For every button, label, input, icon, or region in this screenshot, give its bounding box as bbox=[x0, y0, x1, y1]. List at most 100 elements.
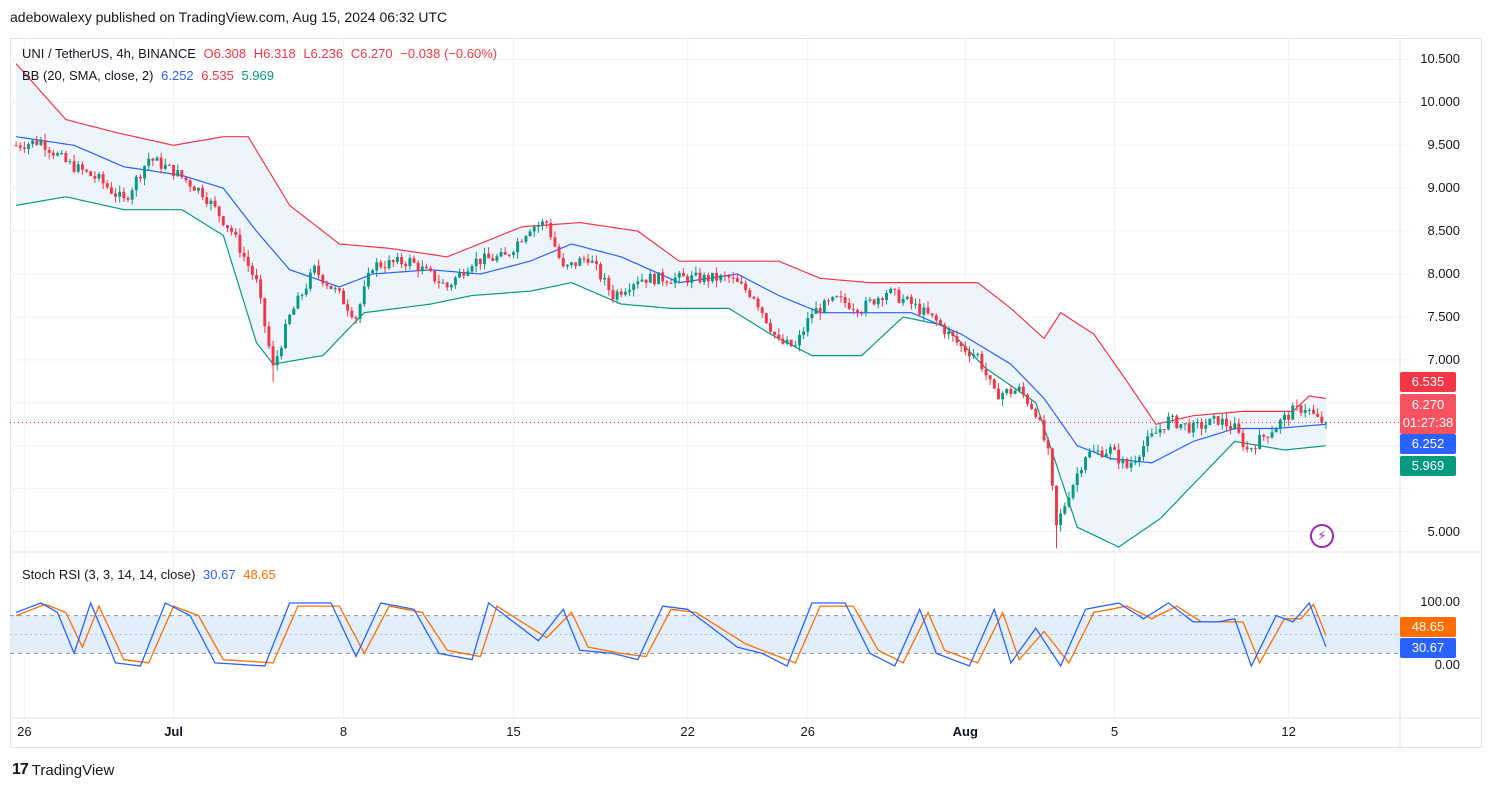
candle-body bbox=[35, 140, 39, 145]
candle-body bbox=[470, 266, 474, 272]
bb-fill bbox=[16, 63, 1326, 548]
candle-body bbox=[1224, 418, 1228, 427]
candle-body bbox=[1142, 445, 1145, 457]
candle-body bbox=[905, 296, 909, 299]
candle-body bbox=[1055, 485, 1058, 526]
candle-body bbox=[491, 258, 495, 261]
candle-body bbox=[748, 290, 752, 297]
candle-body bbox=[789, 339, 793, 347]
candle-body bbox=[590, 260, 594, 263]
candle-body bbox=[126, 198, 130, 200]
candle-body bbox=[781, 338, 785, 344]
candle-body bbox=[1175, 415, 1179, 428]
candle-body bbox=[350, 310, 354, 318]
candle-body bbox=[31, 140, 35, 145]
candle-body bbox=[914, 303, 918, 305]
candle-body bbox=[201, 187, 205, 198]
candle-body bbox=[785, 339, 789, 344]
candle-body bbox=[1283, 414, 1286, 420]
candle-body bbox=[93, 175, 97, 179]
lightning-icon[interactable]: ⚡ bbox=[1310, 524, 1334, 548]
candle-body bbox=[773, 331, 777, 335]
candle-body bbox=[715, 272, 719, 281]
bb-upper-tag: 6.535 bbox=[1400, 372, 1456, 392]
candle-body bbox=[520, 241, 524, 243]
candle-body bbox=[681, 272, 685, 277]
candle-body bbox=[997, 388, 1000, 400]
candle-body bbox=[321, 275, 325, 284]
candle-body bbox=[951, 331, 955, 337]
candle-body bbox=[851, 308, 855, 310]
low-value: L6.236 bbox=[303, 46, 344, 61]
candle-body bbox=[159, 157, 163, 169]
candle-body bbox=[27, 144, 30, 149]
candle-body bbox=[205, 197, 209, 204]
candle-body bbox=[814, 308, 818, 314]
bb-label[interactable]: BB (20, SMA, close, 2) bbox=[22, 68, 154, 83]
candle-body bbox=[843, 297, 847, 303]
candle-body bbox=[354, 317, 358, 319]
candle-body bbox=[300, 294, 304, 296]
candle-body bbox=[1229, 426, 1233, 430]
candle-body bbox=[462, 272, 466, 276]
stoch-label[interactable]: Stoch RSI (3, 3, 14, 14, close) bbox=[22, 567, 196, 582]
candle-body bbox=[1150, 433, 1154, 437]
candle-body bbox=[68, 161, 72, 163]
candle-body bbox=[1038, 417, 1042, 421]
candle-body bbox=[872, 299, 876, 305]
candle-body bbox=[1287, 414, 1291, 420]
candle-body bbox=[735, 278, 739, 282]
candle-body bbox=[487, 253, 491, 259]
candle-body bbox=[1034, 408, 1038, 418]
candle-body bbox=[329, 285, 333, 289]
candle-body bbox=[1146, 436, 1150, 446]
time-tick-label: Jul bbox=[164, 724, 183, 739]
candle-body bbox=[719, 275, 723, 281]
candle-body bbox=[524, 236, 528, 242]
candle-body bbox=[1050, 448, 1054, 486]
candle-body bbox=[545, 221, 549, 223]
tradingview-logo[interactable]: 17 TradingView bbox=[12, 761, 114, 779]
candle-body bbox=[1208, 418, 1212, 426]
candle-body bbox=[536, 225, 540, 227]
candle-body bbox=[665, 281, 669, 283]
stoch-tick-100: 100.00 bbox=[1420, 594, 1460, 609]
stoch-rsi-pane bbox=[10, 601, 1400, 668]
candle-body bbox=[408, 258, 412, 267]
candle-body bbox=[167, 164, 171, 166]
candle-body bbox=[433, 270, 437, 282]
candle-body bbox=[752, 296, 756, 299]
candle-body bbox=[499, 252, 503, 257]
candle-body bbox=[474, 258, 478, 267]
price-tick-label: 9.000 bbox=[1427, 180, 1460, 196]
stoch-d-tag: 48.65 bbox=[1400, 617, 1456, 637]
price-tick-label: 9.500 bbox=[1427, 137, 1460, 153]
candle-body bbox=[395, 257, 399, 263]
candle-body bbox=[1291, 405, 1295, 420]
candle-body bbox=[930, 313, 934, 316]
candle-body bbox=[1171, 415, 1175, 417]
candle-body bbox=[72, 161, 76, 172]
bar-countdown: 01:27:38 bbox=[1402, 415, 1454, 430]
price-tick-label: 5.000 bbox=[1427, 523, 1460, 539]
candle-body bbox=[856, 309, 859, 313]
candle-body bbox=[400, 257, 404, 265]
candle-body bbox=[1299, 405, 1303, 413]
candle-body bbox=[387, 260, 391, 269]
candle-body bbox=[1183, 423, 1187, 425]
candle-body bbox=[868, 299, 872, 301]
candle-body bbox=[607, 277, 611, 291]
symbol-label[interactable]: UNI / TetherUS, 4h, BINANCE bbox=[22, 46, 196, 61]
chart-canvas[interactable] bbox=[10, 38, 1482, 748]
candle-body bbox=[424, 266, 428, 269]
candle-body bbox=[628, 290, 631, 292]
candle-body bbox=[798, 334, 801, 346]
candle-body bbox=[234, 231, 238, 235]
candle-body bbox=[317, 265, 321, 276]
candle-body bbox=[1075, 473, 1079, 486]
candle-body bbox=[1133, 460, 1137, 463]
candle-body bbox=[1204, 425, 1208, 429]
candle-body bbox=[89, 171, 93, 176]
candle-body bbox=[632, 284, 636, 291]
candle-body bbox=[279, 348, 283, 357]
